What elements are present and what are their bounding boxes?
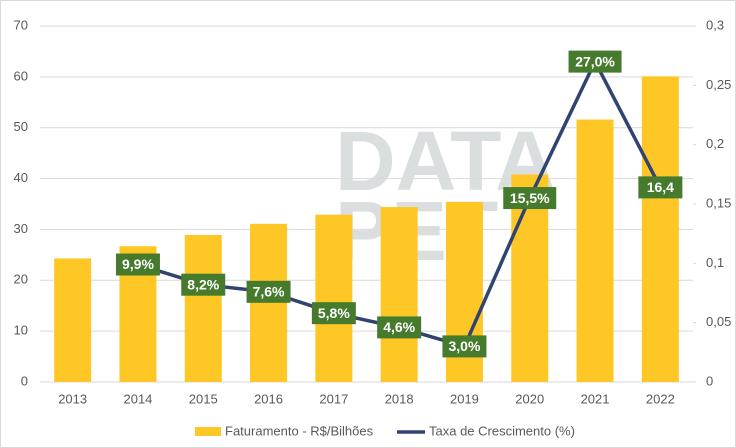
- data-label: 9,9%: [122, 256, 154, 272]
- y2-tick-label: 0,1: [706, 255, 724, 270]
- data-label: 16,4: [647, 179, 674, 195]
- y2-tick-label: 0,05: [706, 314, 731, 329]
- data-label: 3,0%: [448, 338, 480, 354]
- x-tick-label: 2016: [254, 391, 283, 406]
- y-tick-label: 10: [14, 323, 28, 338]
- y-tick-label: 40: [14, 170, 28, 185]
- y2-tick-label: 0,2: [706, 136, 724, 151]
- x-tick-label: 2014: [123, 391, 152, 406]
- y2-tick-label: 0,25: [706, 77, 731, 92]
- data-label: 27,0%: [575, 53, 615, 69]
- bar: [185, 235, 222, 382]
- x-tick-label: 2017: [319, 391, 348, 406]
- y2-tick-label: 0,15: [706, 195, 731, 210]
- bar: [577, 120, 614, 382]
- x-tick-label: 2019: [450, 391, 479, 406]
- data-label: 15,5%: [510, 190, 550, 206]
- x-tick-label: 2022: [646, 391, 675, 406]
- legend-label: Faturamento - R$/Bilhões: [225, 423, 374, 438]
- bar: [642, 76, 679, 382]
- y-tick-label: 20: [14, 272, 28, 287]
- chart: DATA PET 01020304050607000,050,10,150,20…: [0, 0, 736, 448]
- data-label: 7,6%: [253, 284, 285, 300]
- x-tick-label: 2021: [581, 391, 610, 406]
- y-tick-label: 60: [14, 68, 28, 83]
- data-label: 5,8%: [318, 305, 350, 321]
- data-label: 8,2%: [187, 276, 219, 292]
- y-tick-label: 50: [14, 119, 28, 134]
- y-tick-label: 0: [21, 373, 28, 388]
- bar: [381, 207, 418, 382]
- x-tick-label: 2020: [515, 391, 544, 406]
- bar: [315, 215, 352, 382]
- y2-tick-label: 0,3: [706, 17, 724, 32]
- legend-label: Taxa de Crescimento (%): [429, 423, 575, 438]
- bar: [250, 224, 287, 382]
- legend-swatch: [195, 427, 221, 436]
- y2-tick-label: 0: [706, 373, 713, 388]
- x-tick-label: 2018: [385, 391, 414, 406]
- x-tick-label: 2013: [58, 391, 87, 406]
- bar: [54, 258, 91, 382]
- y-tick-label: 30: [14, 221, 28, 236]
- y-tick-label: 70: [14, 17, 28, 32]
- x-tick-label: 2015: [189, 391, 218, 406]
- data-label: 4,6%: [383, 319, 415, 335]
